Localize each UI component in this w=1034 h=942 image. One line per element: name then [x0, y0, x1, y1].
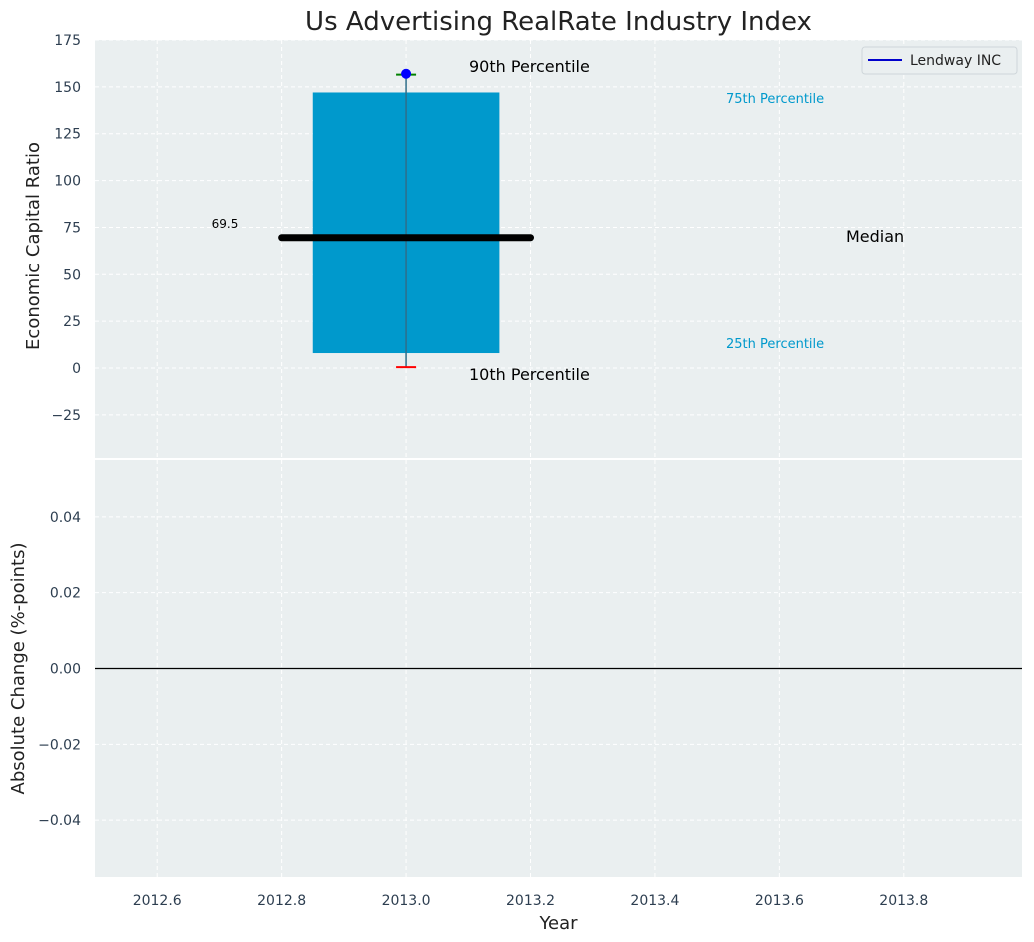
annotation-p75: 75th Percentile: [726, 92, 824, 107]
top-y-tick-label: 75: [63, 220, 81, 236]
median-value-label: 69.5: [212, 217, 239, 231]
top-y-tick-label: 125: [54, 127, 81, 143]
bottom-y-tick-label: 0.00: [50, 662, 81, 678]
top-y-tick-label: 100: [54, 174, 81, 190]
annotation-p25: 25th Percentile: [726, 337, 824, 352]
x-tick-label: 2013.8: [879, 893, 928, 909]
bottom-y-tick-label: −0.04: [38, 813, 81, 829]
top-panel: −25 0 25 50 75 100 125 150 175 69.5 90th Percentil…: [23, 33, 1022, 458]
legend-box: [861, 46, 1018, 75]
x-tick-label: 2012.8: [257, 893, 306, 909]
annotation-p10: 10th Percentile: [469, 365, 590, 384]
x-tick-label: 2013.0: [382, 893, 431, 909]
top-y-tick-label: 175: [54, 33, 81, 49]
chart-title: Us Advertising RealRate Industry Index: [305, 7, 812, 37]
bottom-panel: 2012.6 2012.8 2013.0 2013.2 2013.4 2013.6 2013…: [8, 460, 1022, 934]
bottom-y-axis-label: Absolute Change (%-points): [8, 543, 29, 795]
top-y-tick-label: −25: [51, 408, 81, 424]
x-tick-label: 2013.2: [506, 893, 555, 909]
legend-label: Lendway INC: [910, 53, 1001, 69]
bottom-y-tick-label: −0.02: [38, 737, 81, 753]
bottom-y-tick-label: 0.02: [50, 586, 81, 602]
x-tick-label: 2013.4: [630, 893, 679, 909]
x-axis-label: Year: [538, 913, 578, 934]
company-point: [401, 68, 412, 79]
bottom-y-tick-label: 0.04: [50, 510, 81, 526]
annotation-median: Median: [846, 227, 904, 246]
top-y-axis-label: Economic Capital Ratio: [23, 142, 44, 350]
x-tick-label: 2013.6: [755, 893, 804, 909]
top-y-tick-label: 50: [63, 267, 81, 283]
legend: Lendway INC: [861, 46, 1018, 75]
x-tick-label: 2012.6: [133, 893, 182, 909]
annotation-p90: 90th Percentile: [469, 57, 590, 76]
top-y-tick-label: 0: [72, 361, 81, 377]
top-y-tick-label: 150: [54, 80, 81, 96]
top-plot-background: [95, 40, 1022, 458]
top-y-tick-label: 25: [63, 314, 81, 330]
